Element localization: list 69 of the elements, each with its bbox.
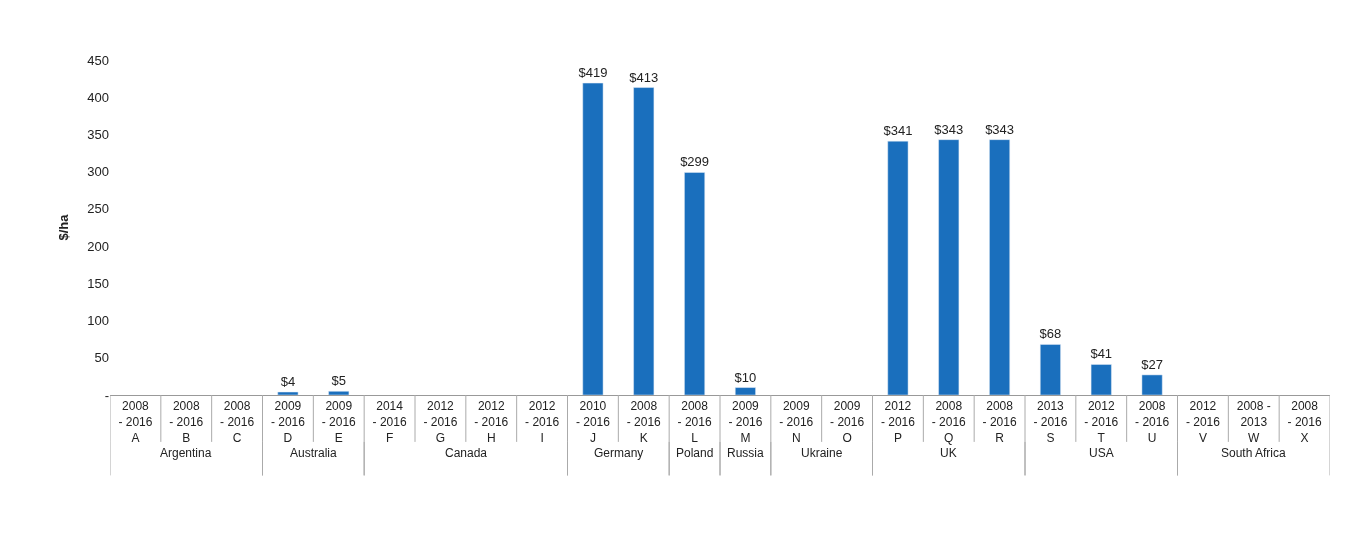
bar xyxy=(328,391,350,395)
x-tick-label: 2008 - 2016 K xyxy=(626,399,662,445)
y-tick-label: 200 xyxy=(87,238,109,254)
y-tick-label: 50 xyxy=(94,350,109,366)
bar xyxy=(735,387,756,395)
y-tick-label: 250 xyxy=(87,201,109,217)
data-label: $299 xyxy=(680,154,710,170)
data-label: $343 xyxy=(985,121,1015,137)
y-tick-label: 350 xyxy=(87,126,109,142)
data-label: $341 xyxy=(883,123,913,139)
x-tick-label: 2009 - 2016 O xyxy=(830,399,865,445)
x-tick-label: 2012 - 2016 G xyxy=(423,399,458,445)
x-tick-label: 2013 - 2016 S xyxy=(1033,399,1068,445)
text: Poland xyxy=(676,446,714,460)
bar xyxy=(684,172,705,395)
x-tick-label: 2009 - 2016 E xyxy=(321,399,357,445)
y-tick-label: 300 xyxy=(87,164,109,180)
text: Ukraine xyxy=(801,446,843,460)
bar xyxy=(633,87,655,395)
x-tick-label: 2008 - 2016 A xyxy=(118,399,153,445)
x-tick-label: 2008 - 2016 U xyxy=(1135,399,1170,445)
x-tick-label: 2009 - 2016 M xyxy=(728,399,763,445)
x-tick-label: 2008 - 2016 C xyxy=(220,399,255,445)
text: Germany xyxy=(594,446,644,460)
x-tick-label: 2010 - 2016 J xyxy=(575,399,611,445)
data-label: $413 xyxy=(629,69,659,85)
bar xyxy=(1141,374,1163,395)
x-tick-label: 2012 - 2016 I xyxy=(525,399,560,445)
x-tick-label: 2012 - 2016 V xyxy=(1185,399,1221,445)
bar xyxy=(938,139,960,395)
x-tick-label: 2009 - 2016 N xyxy=(779,399,814,445)
x-tick-label: 2012 - 2016 T xyxy=(1084,399,1119,445)
data-label: $5 xyxy=(331,373,346,389)
text: Russia xyxy=(727,446,765,460)
x-tick-label: 2012 - 2016 P xyxy=(880,399,916,445)
text: Australia xyxy=(290,446,338,460)
text: Canada xyxy=(445,446,488,460)
data-label: $419 xyxy=(578,65,608,81)
bar xyxy=(1040,344,1061,395)
y-tick-label: - xyxy=(104,387,109,403)
x-tick-label: 2008 - 2016 Q xyxy=(931,399,967,445)
text: South Africa xyxy=(1221,446,1287,460)
data-label: $68 xyxy=(1039,326,1062,342)
data-label: $41 xyxy=(1090,346,1113,362)
x-tick-label: 2008 - 2013 W xyxy=(1236,399,1271,445)
bar xyxy=(989,139,1010,395)
text: UK xyxy=(940,446,957,460)
data-label: $27 xyxy=(1141,356,1163,372)
x-tick-label: 2009 - 2016 D xyxy=(270,399,306,445)
x-tick-label: 2012 - 2016 H xyxy=(474,399,509,445)
x-tick-label: 2008 - 2016 X xyxy=(1287,399,1322,445)
x-tick-label: 2008 - 2016 R xyxy=(982,399,1017,445)
y-tick-label: 400 xyxy=(87,89,109,105)
y-tick-label: 450 xyxy=(87,52,109,68)
bar xyxy=(582,82,604,395)
x-tick-label: 2014 - 2016 F xyxy=(372,399,407,445)
y-tick-label: 100 xyxy=(87,313,109,329)
data-label: $4 xyxy=(280,374,296,390)
y-axis-title: $/ha xyxy=(56,213,72,241)
bar xyxy=(277,391,299,395)
text: Argentina xyxy=(160,446,212,460)
bar xyxy=(887,140,909,395)
data-label: $10 xyxy=(734,369,757,385)
x-tick-label: 2008 - 2016 B xyxy=(169,399,204,445)
bar xyxy=(1090,364,1112,395)
data-label: $343 xyxy=(934,121,964,137)
text: USA xyxy=(1089,446,1114,460)
y-tick-label: 150 xyxy=(87,275,109,291)
x-tick-label: 2008 - 2016 L xyxy=(677,399,712,445)
